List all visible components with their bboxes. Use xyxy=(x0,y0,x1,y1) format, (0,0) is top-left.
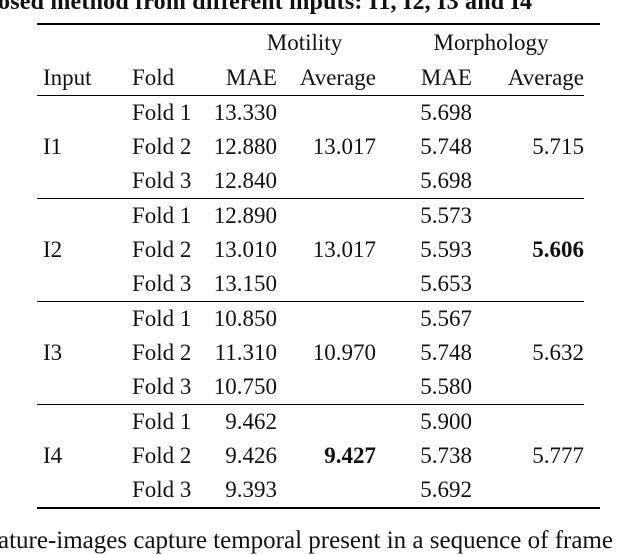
body-text-fragment: ature-images capture temporal present in… xyxy=(0,527,613,554)
fold-label: Fold 1 xyxy=(132,100,192,125)
morphology-mae-value: 5.593 xyxy=(420,237,472,262)
fold-label: Fold 3 xyxy=(132,477,192,502)
input-block-i1: I1 Fold 1 13.330 5.698 Fold 2 12.880 5.7… xyxy=(37,96,584,199)
motility-average-value: 10.970 xyxy=(312,340,376,365)
motility-average-value: 13.017 xyxy=(312,237,376,262)
group-header-row: Motility Morphology xyxy=(37,25,584,61)
column-header-row: Input Fold MAE Average MAE Average xyxy=(37,61,584,95)
col-header-morphology-mae: MAE xyxy=(420,65,472,90)
fold-label: Fold 2 xyxy=(132,340,192,365)
motility-average-value: 13.017 xyxy=(312,134,376,159)
motility-mae-value: 9.393 xyxy=(225,477,277,502)
fold-label: Fold 3 xyxy=(132,271,192,296)
input-block-i3: I3 Fold 1 10.850 5.567 Fold 2 11.310 5.7… xyxy=(37,302,584,405)
morphology-mae-value: 5.567 xyxy=(420,306,472,331)
fold-label: Fold 3 xyxy=(132,168,192,193)
morphology-mae-value: 5.748 xyxy=(420,134,472,159)
fold-label: Fold 1 xyxy=(132,306,192,331)
morphology-average-value: 5.777 xyxy=(532,443,584,468)
input-label: I3 xyxy=(43,340,63,365)
morphology-mae-value: 5.698 xyxy=(420,100,472,125)
group-header-morphology: Morphology xyxy=(433,30,549,55)
motility-mae-value: 10.850 xyxy=(213,306,277,331)
fold-label: Fold 2 xyxy=(132,134,192,159)
morphology-mae-value: 5.748 xyxy=(420,340,472,365)
col-header-motility-mae: MAE xyxy=(225,65,277,90)
morphology-mae-value: 5.573 xyxy=(420,203,472,228)
fold-label: Fold 2 xyxy=(132,443,192,468)
motility-mae-value: 12.840 xyxy=(213,168,277,193)
motility-average-value: 9.427 xyxy=(324,443,376,468)
group-header-motility: Motility xyxy=(266,30,343,55)
motility-mae-value: 10.750 xyxy=(213,374,277,399)
results-table: Motility Morphology Input Fold MAE Avera… xyxy=(37,23,600,509)
input-label: I1 xyxy=(43,134,63,159)
motility-mae-value: 13.150 xyxy=(213,271,277,296)
fold-label: Fold 1 xyxy=(132,203,192,228)
morphology-mae-value: 5.692 xyxy=(420,477,472,502)
input-label: I4 xyxy=(43,443,63,468)
morphology-mae-value: 5.698 xyxy=(420,168,472,193)
input-block-i2: I2 Fold 1 12.890 5.573 Fold 2 13.010 5.5… xyxy=(37,199,584,302)
morphology-average-value: 5.715 xyxy=(532,134,584,159)
col-header-motility-average: Average xyxy=(299,65,376,90)
motility-mae-value: 13.330 xyxy=(213,100,277,125)
col-header-fold: Fold xyxy=(132,65,175,90)
input-block-i4: I4 Fold 1 9.462 5.900 Fold 2 9.426 5.738… xyxy=(37,405,584,507)
input-label: I2 xyxy=(43,237,63,262)
motility-mae-value: 11.310 xyxy=(214,340,277,365)
morphology-mae-value: 5.580 xyxy=(420,374,472,399)
fold-label: Fold 3 xyxy=(132,374,192,399)
fold-label: Fold 1 xyxy=(132,409,192,434)
morphology-mae-value: 5.653 xyxy=(420,271,472,296)
morphology-mae-value: 5.900 xyxy=(420,409,472,434)
morphology-average-value: 5.632 xyxy=(532,340,584,365)
motility-mae-value: 9.426 xyxy=(225,443,277,468)
motility-mae-value: 9.462 xyxy=(225,409,277,434)
col-header-input: Input xyxy=(43,65,92,90)
motility-mae-value: 12.880 xyxy=(213,134,277,159)
table-header: Motility Morphology Input Fold MAE Avera… xyxy=(37,25,584,96)
col-header-morphology-average: Average xyxy=(507,65,584,90)
table-caption-fragment: osed method from different inputs: I1, I… xyxy=(0,0,533,15)
morphology-average-value: 5.606 xyxy=(532,237,584,262)
fold-label: Fold 2 xyxy=(132,237,192,262)
motility-mae-value: 12.890 xyxy=(213,203,277,228)
motility-mae-value: 13.010 xyxy=(213,237,277,262)
morphology-mae-value: 5.738 xyxy=(420,443,472,468)
